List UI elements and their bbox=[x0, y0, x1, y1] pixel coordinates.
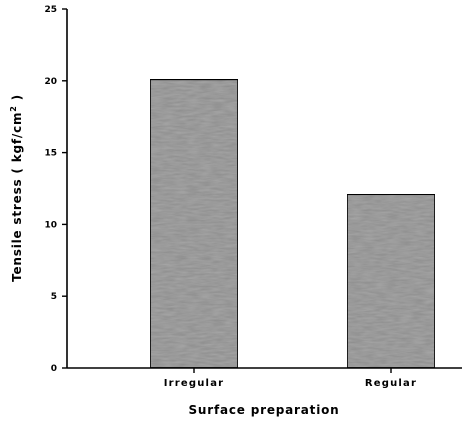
bar-irregular bbox=[149, 78, 239, 369]
bars-group bbox=[149, 78, 436, 369]
y-ticks-group: 0 5 10 15 20 25 bbox=[44, 5, 67, 374]
x-tick-label-irregular: Irregular bbox=[164, 378, 225, 389]
y-axis-title-superscript: 2 bbox=[9, 105, 18, 111]
y-tick-label: 0 bbox=[51, 364, 57, 374]
y-tick-label: 10 bbox=[44, 220, 57, 230]
x-axis-title: Surface preparation bbox=[188, 403, 339, 417]
y-tick-label: 25 bbox=[44, 5, 57, 15]
y-tick-label: 5 bbox=[51, 292, 57, 302]
bar-regular bbox=[346, 193, 436, 369]
y-axis-title-close: ) bbox=[10, 94, 24, 105]
x-tick-label-regular: Regular bbox=[365, 378, 417, 389]
y-tick-label: 15 bbox=[44, 149, 57, 159]
y-tick-label: 20 bbox=[44, 77, 57, 87]
x-ticks-group: Irregular Regular bbox=[164, 368, 417, 389]
y-axis-title-main: Tensile stress ( kgf/cm bbox=[10, 112, 24, 282]
y-axis-title: Tensile stress ( kgf/cm2 ) bbox=[9, 94, 24, 282]
